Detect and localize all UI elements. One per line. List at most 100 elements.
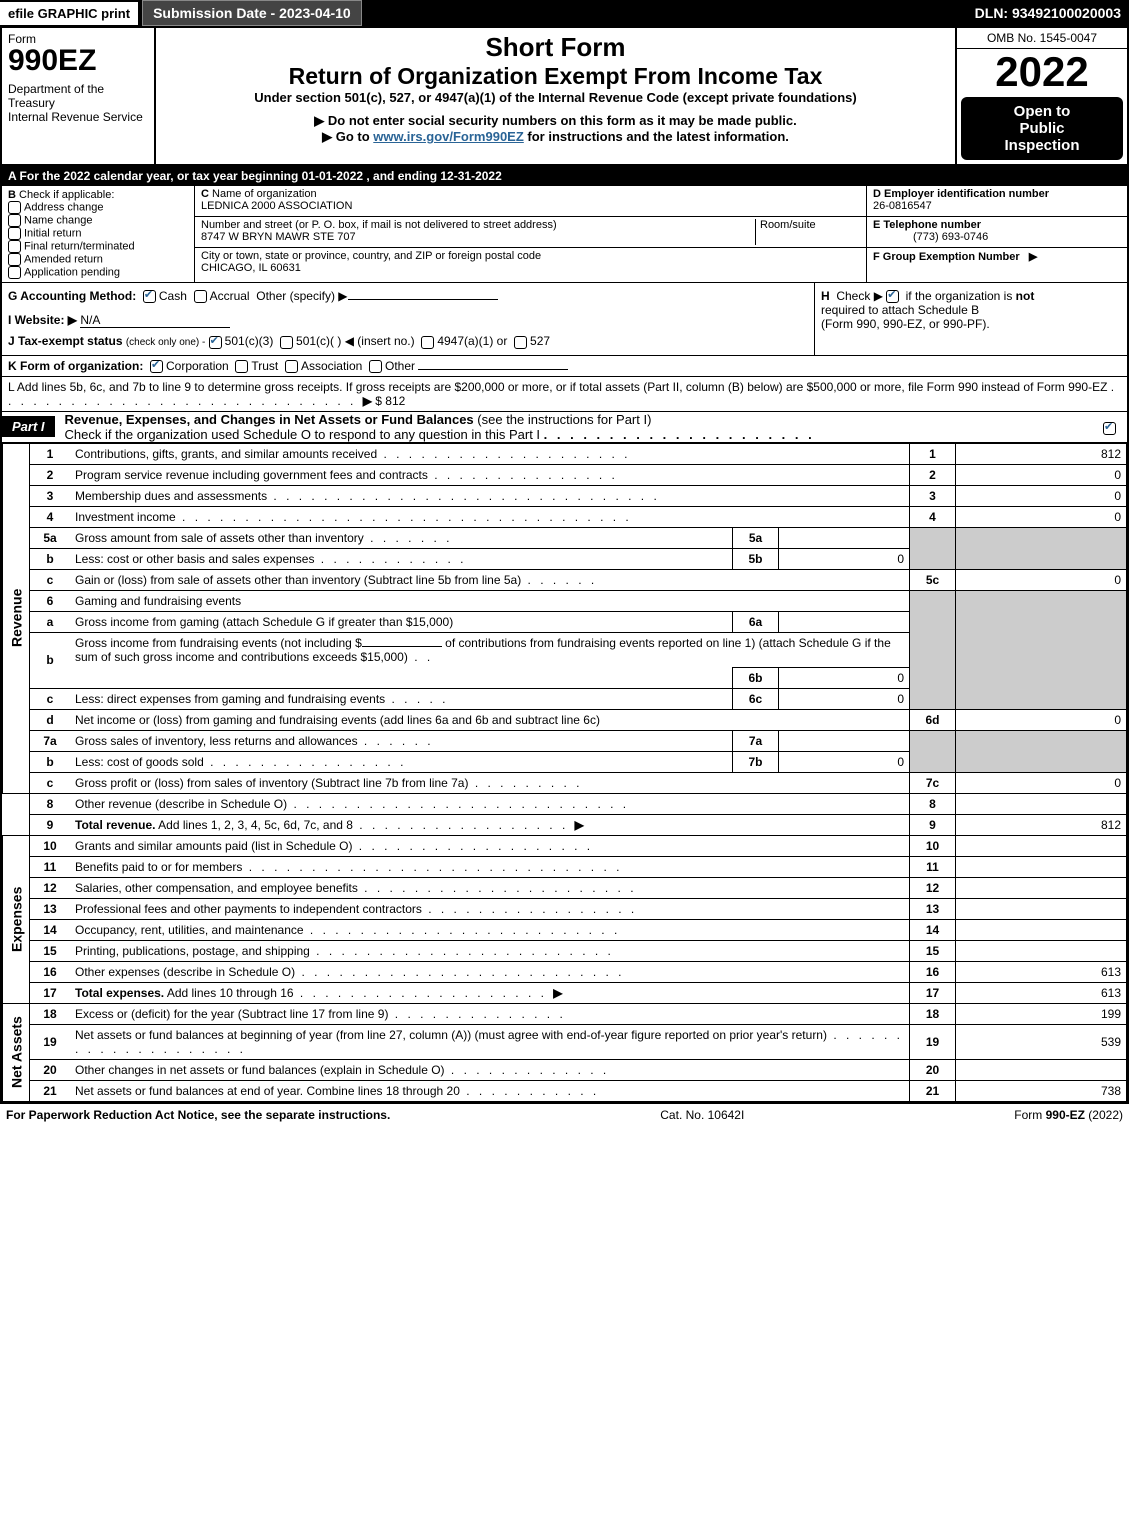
l17-label: 17: [910, 982, 956, 1003]
g-other: Other (specify) ▶: [256, 289, 347, 303]
dln-label: DLN: 93492100020003: [975, 5, 1129, 21]
open-line2: Public: [965, 120, 1119, 137]
l6a-sub: 6a: [733, 611, 779, 632]
checkbox-initial-return[interactable]: [8, 227, 21, 240]
footer-center: Cat. No. 10642I: [660, 1108, 744, 1122]
l16-label: 16: [910, 961, 956, 982]
l7b-num: b: [30, 751, 71, 772]
irs-label: Internal Revenue Service: [8, 110, 148, 124]
org-city: CHICAGO, IL 60631: [201, 262, 301, 274]
l7c-val: 0: [956, 772, 1127, 793]
l8-val: [956, 793, 1127, 814]
checkbox-application-pending[interactable]: [8, 266, 21, 279]
checkbox-association[interactable]: [285, 360, 298, 373]
checkbox-final-return[interactable]: [8, 240, 21, 253]
l5a-num: 5a: [30, 527, 71, 548]
line-7c: c Gross profit or (loss) from sales of i…: [3, 772, 1127, 793]
l6b-subval: 0: [779, 667, 910, 688]
d-label: D Employer identification number: [873, 188, 1049, 200]
irs-link[interactable]: www.irs.gov/Form990EZ: [373, 129, 524, 144]
l7a-subval: [779, 730, 910, 751]
l7-shaded-val: [956, 730, 1127, 772]
checkbox-527[interactable]: [514, 336, 527, 349]
l16-desc: Other expenses (describe in Schedule O): [75, 965, 295, 979]
netassets-vert-label: Net Assets: [3, 1003, 30, 1101]
row-l: L Add lines 5b, 6c, and 7b to line 9 to …: [2, 377, 1127, 412]
line-21: 21 Net assets or fund balances at end of…: [3, 1080, 1127, 1101]
l6b-blank[interactable]: [362, 646, 442, 647]
checkbox-corporation[interactable]: [150, 360, 163, 373]
checkbox-accrual[interactable]: [194, 290, 207, 303]
l19-desc: Net assets or fund balances at beginning…: [75, 1028, 827, 1042]
line-6d: d Net income or (loss) from gaming and f…: [3, 709, 1127, 730]
checkbox-501c[interactable]: [280, 336, 293, 349]
checkbox-h[interactable]: [886, 290, 899, 303]
footer-right: Form 990-EZ (2022): [1014, 1108, 1123, 1122]
line-1: Revenue 1 Contributions, gifts, grants, …: [3, 443, 1127, 464]
l20-label: 20: [910, 1059, 956, 1080]
phone-value: (773) 693-0746: [873, 231, 988, 243]
line-16: 16 Other expenses (describe in Schedule …: [3, 961, 1127, 982]
g-cash: Cash: [159, 289, 187, 303]
l21-num: 21: [30, 1080, 71, 1101]
page-footer: For Paperwork Reduction Act Notice, see …: [0, 1104, 1129, 1126]
opt-application-pending: Application pending: [24, 266, 120, 278]
l17-desc2: Add lines 10 through 16: [164, 986, 293, 1000]
l18-num: 18: [30, 1003, 71, 1024]
f-label: F Group Exemption Number: [873, 251, 1020, 263]
l1-label: 1: [910, 443, 956, 464]
k-other-input[interactable]: [418, 369, 568, 370]
l13-label: 13: [910, 898, 956, 919]
j-527: 527: [530, 334, 550, 348]
k-label: K Form of organization:: [8, 359, 143, 373]
line-5c: c Gain or (loss) from sale of assets oth…: [3, 569, 1127, 590]
l6b-num: b: [30, 632, 71, 688]
g-other-input[interactable]: [348, 299, 498, 300]
k-assoc: Association: [301, 359, 362, 373]
line-12: 12 Salaries, other compensation, and emp…: [3, 877, 1127, 898]
l11-num: 11: [30, 856, 71, 877]
col-b: B Check if applicable: Address change Na…: [2, 186, 195, 282]
opt-final-return: Final return/terminated: [24, 240, 135, 252]
checkbox-schedule-o[interactable]: [1103, 422, 1116, 435]
l17-arrow-icon: ▶: [553, 986, 562, 1000]
form-container: Form 990EZ Department of the Treasury In…: [0, 26, 1129, 1104]
l9-num: 9: [30, 814, 71, 835]
l12-num: 12: [30, 877, 71, 898]
l20-num: 20: [30, 1059, 71, 1080]
line-9: 9 Total revenue. Add lines 1, 2, 3, 4, 5…: [3, 814, 1127, 835]
checkbox-amended-return[interactable]: [8, 253, 21, 266]
f-arrow-icon: ▶: [1029, 251, 1037, 263]
ein-value: 26-0816547: [873, 200, 932, 212]
h-label: H: [821, 289, 830, 303]
l11-desc: Benefits paid to or for members: [75, 860, 242, 874]
checkbox-4947[interactable]: [421, 336, 434, 349]
checkbox-address-change[interactable]: [8, 201, 21, 214]
l7a-num: 7a: [30, 730, 71, 751]
part-i-label: Part I: [2, 416, 55, 437]
form-subtitle: Under section 501(c), 527, or 4947(a)(1)…: [166, 90, 945, 105]
room-suite-label: Room/suite: [760, 219, 816, 231]
line-15: 15 Printing, publications, postage, and …: [3, 940, 1127, 961]
l19-val: 539: [956, 1024, 1127, 1059]
l17-val: 613: [956, 982, 1127, 1003]
l6a-num: a: [30, 611, 71, 632]
l7b-sub: 7b: [733, 751, 779, 772]
l5a-subval: [779, 527, 910, 548]
l20-val: [956, 1059, 1127, 1080]
checkbox-other-org[interactable]: [369, 360, 382, 373]
k-trust: Trust: [251, 359, 278, 373]
checkbox-cash[interactable]: [143, 290, 156, 303]
h-not: not: [1016, 289, 1035, 303]
checkbox-name-change[interactable]: [8, 214, 21, 227]
l6c-sub: 6c: [733, 688, 779, 709]
l5c-desc: Gain or (loss) from sale of assets other…: [75, 573, 521, 587]
l9-arrow-icon: ▶: [575, 818, 584, 832]
l17-num: 17: [30, 982, 71, 1003]
open-line3: Inspection: [965, 137, 1119, 154]
l3-val: 0: [956, 485, 1127, 506]
checkbox-501c3[interactable]: [209, 336, 222, 349]
website-value: N/A: [80, 313, 230, 328]
checkbox-trust[interactable]: [235, 360, 248, 373]
part-i-header: Part I Revenue, Expenses, and Changes in…: [2, 412, 1127, 443]
